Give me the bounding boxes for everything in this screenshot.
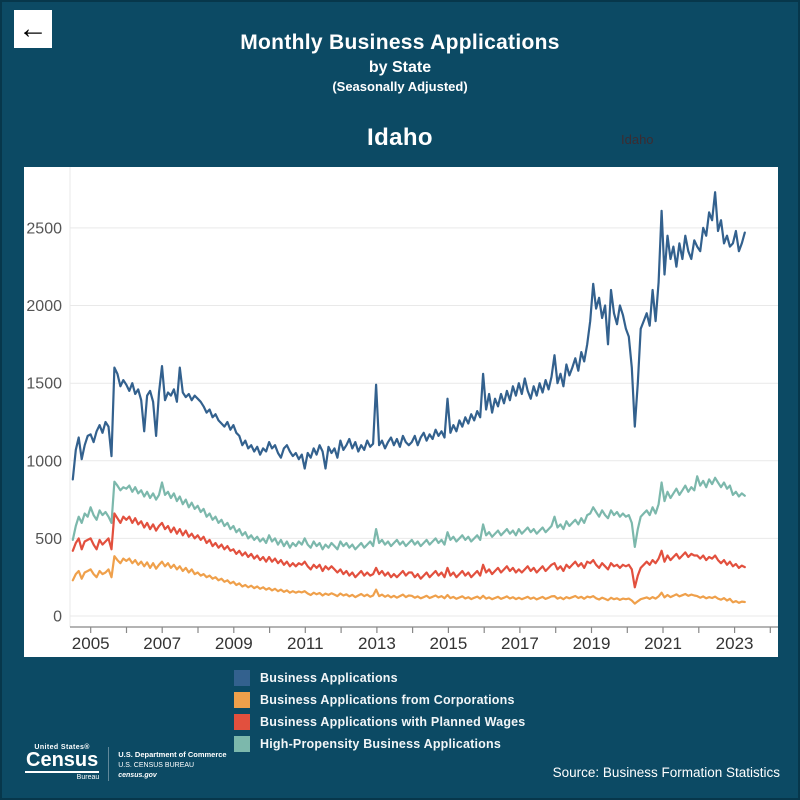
svg-text:2500: 2500 (26, 220, 62, 237)
svg-text:1000: 1000 (26, 453, 62, 470)
legend-item-planned-wages[interactable]: Business Applications with Planned Wages (234, 711, 525, 733)
back-arrow-icon: ← (18, 12, 48, 45)
page-subtitle: by State (368, 59, 432, 76)
chart-card: 0 500 1000 1500 2000 2500 2005 2007 2009 2011 2013… (24, 167, 778, 657)
svg-text:2023: 2023 (716, 634, 754, 653)
svg-text:2013: 2013 (358, 634, 396, 653)
svg-text:2000: 2000 (26, 298, 62, 315)
department-text: U.S. Department of Commerce U.S. CENSUS … (118, 744, 226, 782)
svg-text:2021: 2021 (644, 634, 682, 653)
svg-text:2011: 2011 (287, 634, 324, 653)
legend-label: High-Propensity Business Applications (260, 737, 501, 751)
dept-line-3: census.gov (118, 772, 157, 780)
legend-item-business-applications[interactable]: Business Applications (234, 667, 525, 689)
svg-text:2007: 2007 (143, 634, 181, 653)
state-selector[interactable]: Idaho (621, 132, 654, 147)
svg-text:500: 500 (35, 531, 62, 548)
logo-census: Census (25, 749, 100, 773)
svg-text:1500: 1500 (26, 376, 62, 393)
svg-text:2019: 2019 (573, 634, 611, 653)
legend-swatch-planned-wages (234, 714, 250, 730)
logo-divider (108, 747, 110, 781)
svg-text:0: 0 (53, 609, 62, 626)
legend-label: Business Applications with Planned Wages (260, 715, 526, 729)
source-text: Source: Business Formation Statistics (552, 765, 780, 780)
seasonally-adjusted-note: (Seasonally Adjusted) (332, 79, 468, 94)
chart-legend: Business Applications Business Applicati… (234, 667, 525, 755)
census-logo-wordmark: United States® Census Bureau (25, 744, 100, 781)
svg-text:2017: 2017 (501, 634, 539, 653)
legend-swatch-business-applications (234, 670, 250, 686)
census-bureau-logo: United States® Census Bureau U.S. Depart… (25, 744, 227, 782)
legend-item-corporations[interactable]: Business Applications from Corporations (234, 689, 525, 711)
legend-swatch-corporations (234, 692, 250, 708)
chart-canvas[interactable]: 0 500 1000 1500 2000 2500 2005 2007 2009 2011 2013… (24, 167, 778, 657)
legend-label: Business Applications (260, 671, 398, 685)
svg-text:2005: 2005 (72, 634, 110, 653)
logo-bureau: Bureau (76, 774, 100, 781)
legend-swatch-high-propensity (234, 736, 250, 752)
dept-line-2: U.S. CENSUS BUREAU (118, 761, 195, 769)
legend-item-high-propensity[interactable]: High-Propensity Business Applications (234, 733, 525, 755)
dept-line-1: U.S. Department of Commerce (118, 750, 227, 759)
legend-label: Business Applications from Corporations (260, 693, 515, 707)
state-chart-title: Idaho (367, 124, 433, 151)
svg-text:2009: 2009 (215, 634, 253, 653)
svg-text:2015: 2015 (429, 634, 467, 653)
back-button[interactable]: ← (14, 10, 52, 48)
logo-united-states: United States® (34, 744, 90, 751)
page-title: Monthly Business Applications (240, 31, 560, 54)
